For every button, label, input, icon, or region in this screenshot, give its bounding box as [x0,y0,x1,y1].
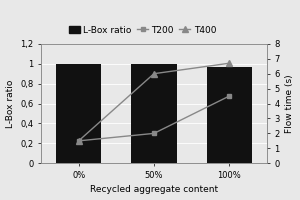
Line: T200: T200 [76,94,232,143]
T200 [77,140,80,142]
Y-axis label: L-Box ratio: L-Box ratio [6,79,15,128]
T400 [227,62,231,64]
T200 [227,95,231,97]
Bar [56,64,101,163]
T200 [152,132,156,135]
Y-axis label: Flow time (s): Flow time (s) [285,74,294,133]
Bar [207,67,252,163]
Legend: L-Box ratio, T200, T400: L-Box ratio, T200, T400 [65,22,220,38]
Line: T400: T400 [76,60,232,144]
X-axis label: Recycled aggregate content: Recycled aggregate content [90,185,218,194]
T400 [152,72,156,75]
Bar [131,64,176,163]
T400 [77,140,80,142]
